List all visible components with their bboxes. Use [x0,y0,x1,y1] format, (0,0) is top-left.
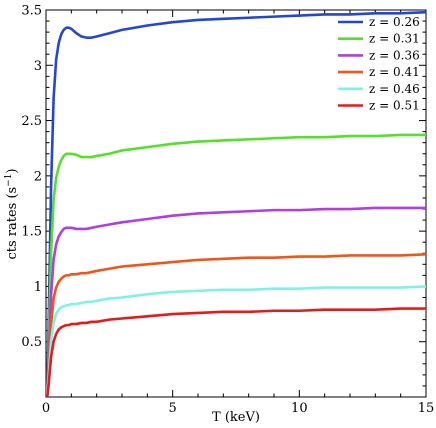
x-tick-label: 15 [418,401,435,416]
y-tick-label: 1.5 [21,225,42,240]
legend-label-1: z = 0.26 [369,15,420,29]
y-axis-label-sup: −1 [4,174,14,187]
legend-label-3: z = 0.36 [369,48,420,62]
legend-label-5: z = 0.46 [369,82,420,96]
x-axis-label: T (keV) [212,410,260,425]
series-line-5 [45,285,427,395]
series-layer [45,10,427,398]
x-tick-label: 10 [291,401,308,416]
series-line-3 [45,206,426,395]
legend-label-6: z = 0.51 [369,99,420,113]
series-line-4 [45,253,427,395]
y-tick-label: 2 [34,169,42,184]
series-line-2 [45,133,426,395]
series-line-1 [45,10,427,395]
series-line-6 [45,307,426,398]
y-axis-label-close: ) [5,168,20,173]
y-tick-label: 1 [34,280,42,295]
x-tick-label: 0 [42,401,50,416]
y-tick-label: 0.5 [21,335,42,350]
legend-label-4: z = 0.41 [369,65,420,79]
axis-ticks: 0 5 10 15 0.5 1 1.5 2 2.5 3 3.5 [21,4,434,417]
y-axis-label-main: cts rates (s [5,187,20,260]
legend-label-2: z = 0.31 [369,32,420,46]
y-tick-label: 3.5 [21,4,42,19]
x-tick-label: 5 [169,401,177,416]
y-axis-label: cts rates (s−1) [4,168,20,259]
y-tick-label: 3 [34,59,42,74]
plot-area [45,9,427,398]
legend: z = 0.26 z = 0.31 z = 0.36 z = 0.41 z = 0.46… [338,15,420,113]
y-tick-label: 2.5 [21,114,42,129]
